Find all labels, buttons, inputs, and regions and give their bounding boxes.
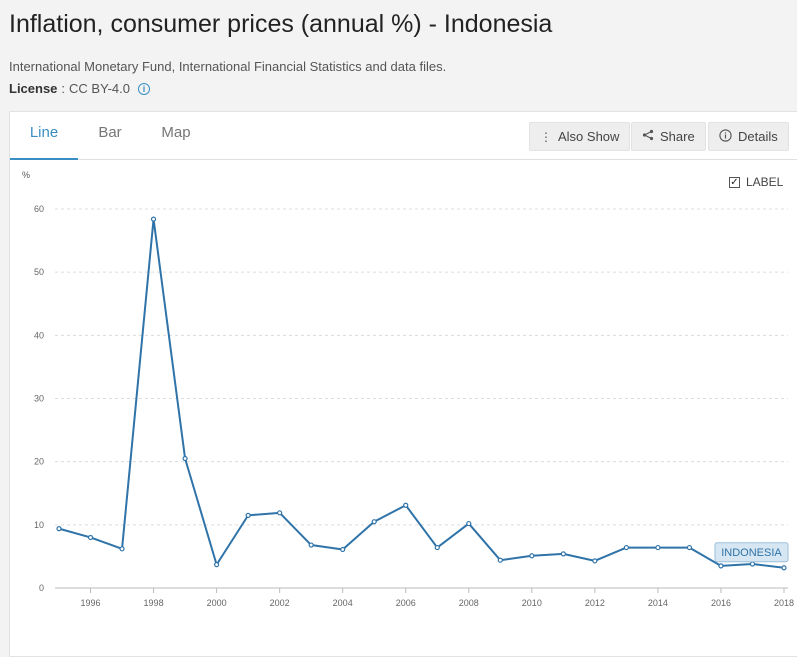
data-point xyxy=(87,534,94,541)
label-toggle-text: LABEL xyxy=(746,175,784,189)
details-label: Details xyxy=(738,129,778,144)
data-point xyxy=(497,557,503,563)
label-checkbox[interactable]: ✓ xyxy=(729,176,740,188)
data-point xyxy=(560,551,566,557)
share-icon xyxy=(642,129,654,144)
info-circle-icon xyxy=(719,128,732,145)
label-toggle[interactable]: ✓ LABEL xyxy=(729,175,783,189)
data-point xyxy=(182,455,188,462)
license-separator: : xyxy=(61,81,66,96)
x-tick-label: 2006 xyxy=(396,598,416,608)
also-show-button[interactable]: ⋮ Also Show xyxy=(529,122,631,151)
x-tick-label: 2004 xyxy=(333,598,353,608)
data-point xyxy=(623,544,629,551)
data-point xyxy=(56,526,62,532)
data-point xyxy=(655,544,661,551)
data-point xyxy=(592,558,598,564)
more-vertical-icon: ⋮ xyxy=(540,129,552,144)
x-tick-label: 2008 xyxy=(459,598,479,608)
data-point xyxy=(529,553,535,559)
x-tick-label: 2016 xyxy=(711,598,731,608)
data-point xyxy=(277,510,283,516)
series-line-indonesia xyxy=(58,218,785,569)
data-point xyxy=(119,546,125,552)
data-point xyxy=(308,542,314,548)
x-tick-label: 1996 xyxy=(81,598,101,608)
data-point xyxy=(214,562,220,568)
y-tick-label: 40 xyxy=(34,330,44,340)
source-text: International Monetary Fund, Internation… xyxy=(9,59,447,74)
data-point xyxy=(718,563,724,569)
license-value: CC BY-4.0 xyxy=(69,81,130,96)
y-tick-label: 60 xyxy=(34,204,44,214)
also-show-label: Also Show xyxy=(558,129,620,144)
series-label-text: INDONESIA xyxy=(721,547,782,559)
details-button[interactable]: Details xyxy=(708,122,789,151)
y-tick-label: 0 xyxy=(39,583,44,593)
license-line: License : CC BY-4.0 i xyxy=(9,81,150,96)
x-tick-label: 2018 xyxy=(774,598,794,608)
share-label: Share xyxy=(660,129,695,144)
y-axis-unit: % xyxy=(22,170,30,180)
page-title: Inflation, consumer prices (annual %) - … xyxy=(9,10,553,38)
x-tick-label: 2010 xyxy=(522,598,542,608)
x-tick-label: 2000 xyxy=(207,598,227,608)
chart-panel: Line Bar Map ⋮ Also Show Share Details ✓… xyxy=(9,111,797,657)
x-tick-label: 1998 xyxy=(144,598,164,608)
data-point xyxy=(781,565,787,571)
x-tick-label: 2012 xyxy=(585,598,605,608)
tab-bar: Line Bar Map ⋮ Also Show Share Details xyxy=(10,112,797,160)
license-label: License xyxy=(9,81,58,96)
share-button[interactable]: Share xyxy=(631,122,706,151)
data-point xyxy=(466,520,472,527)
y-tick-label: 10 xyxy=(34,520,44,530)
data-point xyxy=(749,561,756,567)
data-point xyxy=(403,502,409,508)
series-label-badge xyxy=(714,542,789,563)
info-icon[interactable]: i xyxy=(137,82,150,95)
data-point xyxy=(371,519,377,525)
data-point xyxy=(434,544,440,551)
y-tick-label: 20 xyxy=(34,457,44,467)
y-tick-label: 30 xyxy=(34,394,44,404)
x-tick-label: 2014 xyxy=(648,598,668,608)
data-point xyxy=(150,216,157,222)
tab-line[interactable]: Line xyxy=(10,112,78,160)
x-tick-label: 2002 xyxy=(270,598,290,608)
tab-bar-chart[interactable]: Bar xyxy=(98,124,122,141)
data-point xyxy=(245,512,251,518)
data-point xyxy=(686,544,693,551)
data-point xyxy=(340,546,346,553)
y-tick-label: 50 xyxy=(34,267,44,277)
tab-map[interactable]: Map xyxy=(161,124,191,141)
line-chart: % 0 10 20 30 40 50 60 1996 1998 2000 2002 2004 2006 20… xyxy=(22,170,794,608)
